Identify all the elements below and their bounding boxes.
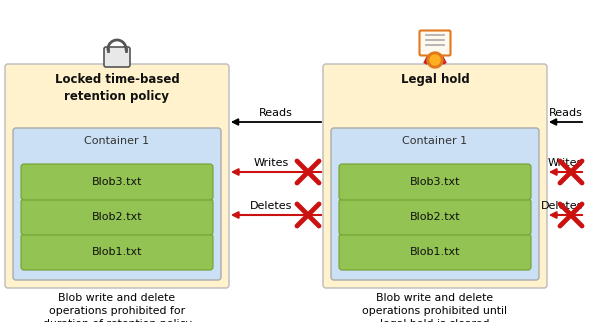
Text: Blob3.txt: Blob3.txt: [410, 177, 460, 187]
Text: Blob1.txt: Blob1.txt: [92, 247, 142, 257]
Text: Container 1: Container 1: [85, 136, 150, 146]
Text: Reads: Reads: [259, 108, 293, 118]
FancyBboxPatch shape: [339, 199, 531, 235]
Text: Blob2.txt: Blob2.txt: [92, 212, 142, 222]
FancyBboxPatch shape: [21, 164, 213, 200]
Text: Deletes: Deletes: [250, 201, 292, 211]
Text: Container 1: Container 1: [402, 136, 467, 146]
FancyBboxPatch shape: [420, 31, 450, 55]
FancyBboxPatch shape: [5, 64, 229, 288]
Text: Blob write and delete
operations prohibited for
duration of retention policy: Blob write and delete operations prohibi…: [43, 293, 191, 322]
Text: Writes: Writes: [254, 158, 288, 168]
Text: Blob3.txt: Blob3.txt: [92, 177, 142, 187]
Circle shape: [427, 52, 443, 68]
Circle shape: [430, 55, 440, 65]
FancyBboxPatch shape: [339, 164, 531, 200]
FancyBboxPatch shape: [21, 199, 213, 235]
Text: Blob2.txt: Blob2.txt: [410, 212, 460, 222]
Text: Reads: Reads: [549, 108, 583, 118]
FancyBboxPatch shape: [331, 128, 539, 280]
Text: Deletes: Deletes: [541, 201, 583, 211]
FancyBboxPatch shape: [13, 128, 221, 280]
Text: Blob write and delete
operations prohibited until
legal hold is cleared: Blob write and delete operations prohibi…: [362, 293, 508, 322]
FancyBboxPatch shape: [323, 64, 547, 288]
FancyBboxPatch shape: [339, 234, 531, 270]
FancyBboxPatch shape: [104, 47, 130, 67]
Text: Writes: Writes: [548, 158, 583, 168]
Text: Locked time-based
retention policy: Locked time-based retention policy: [54, 73, 180, 102]
Text: Legal hold: Legal hold: [401, 73, 469, 86]
FancyBboxPatch shape: [21, 234, 213, 270]
Text: Blob1.txt: Blob1.txt: [410, 247, 460, 257]
